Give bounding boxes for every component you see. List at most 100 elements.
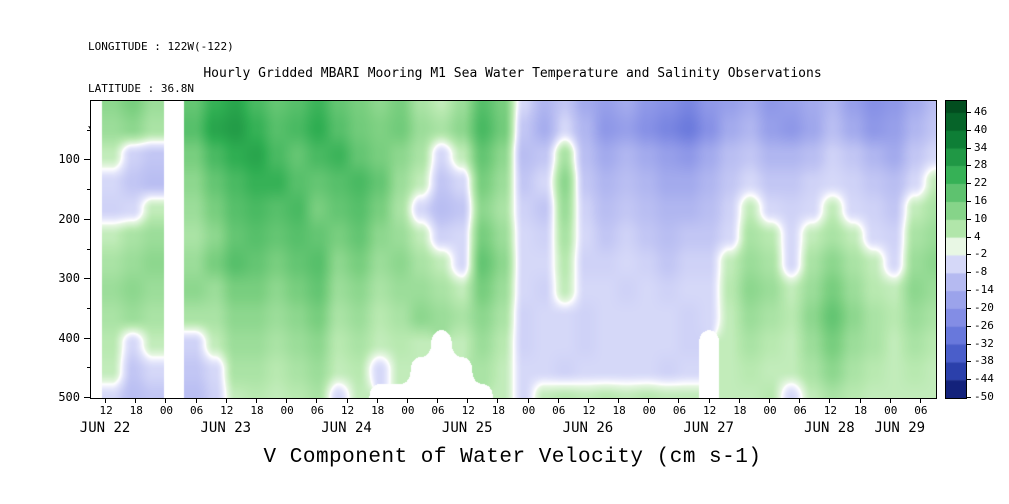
colorbar-tick-label: -26 xyxy=(974,318,994,332)
x-tick-label: 00 xyxy=(884,404,898,417)
y-minor-tick xyxy=(87,367,90,369)
date-label: JUN 23 xyxy=(200,420,252,436)
y-tick xyxy=(84,397,90,398)
date-label: JUN 25 xyxy=(441,420,493,436)
colorbar-tick-label: 4 xyxy=(974,229,981,243)
plot-area xyxy=(90,100,937,399)
x-tick-label: 06 xyxy=(672,404,687,417)
x-tick-label: 18 xyxy=(733,404,747,417)
x-tick xyxy=(859,399,861,403)
colorbar-tick xyxy=(967,290,971,292)
x-tick-label: 06 xyxy=(793,404,807,417)
colorbar-tick xyxy=(967,111,971,113)
date-label: JUN 22 xyxy=(79,420,131,436)
x-tick xyxy=(105,399,107,403)
colorbar-tick xyxy=(967,200,971,202)
colorbar-tick-label: -20 xyxy=(974,300,994,314)
x-tick xyxy=(225,399,227,403)
x-tick xyxy=(376,399,378,403)
x-tick-label: 18 xyxy=(371,404,385,417)
x-tick xyxy=(467,399,469,403)
bottom-title: V Component of Water Velocity (cm s-1) xyxy=(263,446,762,469)
x-tick xyxy=(497,399,499,403)
y-minor-tick xyxy=(87,189,90,191)
y-tick xyxy=(84,278,90,280)
x-tick xyxy=(165,399,167,403)
x-tick xyxy=(919,399,921,403)
x-tick-label: 06 xyxy=(431,404,445,417)
x-tick-label: 00 xyxy=(159,404,174,417)
x-tick-label: 00 xyxy=(280,404,294,417)
colorbar-tick xyxy=(967,147,971,149)
y-tick-label: 400 xyxy=(58,330,80,345)
x-tick-label: 18 xyxy=(853,404,868,417)
colorbar-tick-label: -38 xyxy=(974,354,994,368)
y-tick xyxy=(84,337,90,339)
x-tick-label: 18 xyxy=(491,404,506,417)
colorbar-tick xyxy=(967,343,971,345)
colorbar-tick xyxy=(967,379,971,381)
x-tick-label: 06 xyxy=(914,404,928,417)
date-label: JUN 26 xyxy=(562,420,614,436)
x-tick-label: 06 xyxy=(310,404,324,417)
y-tick-label: 100 xyxy=(58,152,80,167)
date-label: JUN 28 xyxy=(804,420,855,436)
x-tick-label: 12 xyxy=(823,404,837,417)
colorbar-tick xyxy=(967,397,971,398)
y-tick-label: 200 xyxy=(58,211,80,226)
x-tick xyxy=(406,399,408,403)
heatmap-canvas xyxy=(91,101,936,398)
colorbar-tick-label: -50 xyxy=(974,390,994,403)
x-tick-label: 00 xyxy=(763,404,777,417)
x-tick xyxy=(799,399,801,403)
x-tick-label: 00 xyxy=(642,404,656,417)
x-tick xyxy=(648,399,650,403)
y-tick xyxy=(84,159,90,161)
x-tick xyxy=(738,399,740,403)
x-tick xyxy=(255,399,257,403)
x-tick xyxy=(889,399,891,403)
x-tick-label: 00 xyxy=(401,404,415,417)
colorbar-tick-label: 10 xyxy=(974,211,988,225)
x-tick-label: 18 xyxy=(250,404,264,417)
x-tick-label: 12 xyxy=(703,404,717,417)
colorbar-tick xyxy=(967,361,971,363)
y-tick-label: 500 xyxy=(58,390,80,404)
x-tick-label: 06 xyxy=(552,404,566,417)
x-tick xyxy=(557,399,559,403)
x-tick xyxy=(708,399,710,403)
header-latitude: LATITUDE : 36.8N xyxy=(88,82,194,95)
colorbar-tick-label: 40 xyxy=(974,122,988,136)
colorbar-tick-label: 34 xyxy=(974,140,988,154)
y-minor-tick xyxy=(87,307,90,309)
colorbar-tick-label: 28 xyxy=(974,158,988,172)
colorbar-tick xyxy=(967,165,971,167)
date-label: JUN 24 xyxy=(321,420,372,436)
colorbar-tick xyxy=(967,183,971,185)
colorbar-tick-label: -32 xyxy=(974,336,994,350)
date-label: JUN 27 xyxy=(683,420,734,436)
x-tick xyxy=(527,399,529,403)
colorbar-tick-label: 22 xyxy=(974,176,988,190)
x-tick xyxy=(618,399,620,403)
y-tick-label: 300 xyxy=(58,271,80,286)
y-minor-tick xyxy=(87,248,90,250)
y-tick xyxy=(84,218,90,220)
date-label: JUN 29 xyxy=(874,420,926,436)
x-tick-label: 12 xyxy=(461,404,475,417)
x-tick-label: 12 xyxy=(99,404,113,417)
colorbar-tick-label: -14 xyxy=(974,283,994,297)
x-tick-label: 12 xyxy=(582,404,596,417)
x-tick xyxy=(587,399,589,403)
plot-title: Hourly Gridded MBARI Mooring M1 Sea Wate… xyxy=(203,66,822,81)
colorbar-tick xyxy=(967,272,971,274)
colorbar-tick xyxy=(967,325,971,327)
x-tick xyxy=(195,399,197,403)
x-tick xyxy=(829,399,831,403)
colorbar-tick-label: 46 xyxy=(974,104,988,118)
x-tick xyxy=(286,399,288,403)
x-tick xyxy=(678,399,680,403)
colorbar-tick xyxy=(967,236,971,238)
x-tick-label: 00 xyxy=(521,404,536,417)
colorbar-tick-label: -8 xyxy=(974,265,988,279)
